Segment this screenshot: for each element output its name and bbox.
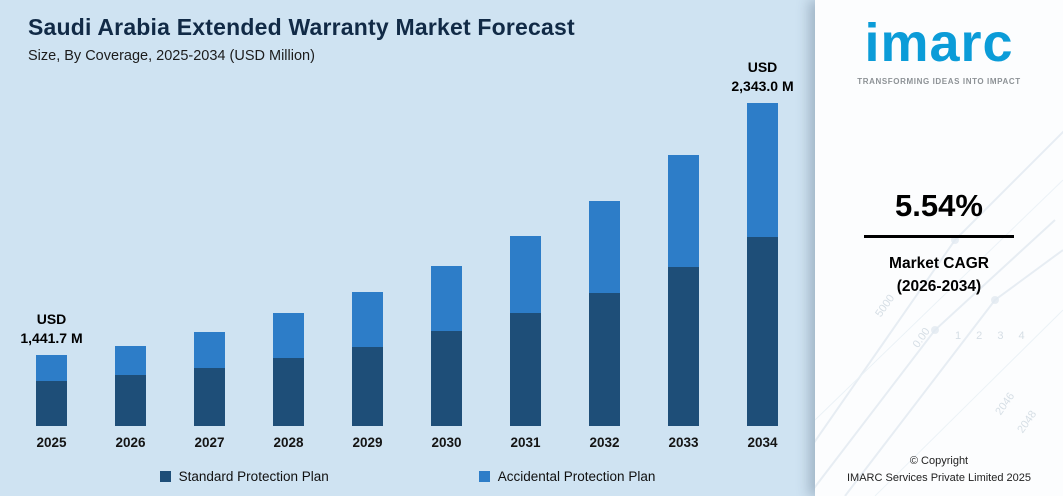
imarc-logo: imarc TRANSFORMING IDEAS INTO IMPACT [815, 16, 1063, 86]
standard-protection-segment [589, 293, 620, 426]
imarc-logo-tagline: TRANSFORMING IDEAS INTO IMPACT [857, 77, 1021, 86]
accidental-protection-segment [194, 332, 225, 368]
accidental-protection-segment [668, 155, 699, 267]
stacked-bar [352, 292, 383, 426]
stacked-bar [36, 355, 67, 426]
chart-title: Saudi Arabia Extended Warranty Market Fo… [28, 14, 575, 40]
stacked-bar [194, 332, 225, 426]
standard-protection-segment [510, 313, 541, 426]
copyright-line1: © Copyright [909, 455, 969, 467]
year-label: 2029 [352, 435, 383, 450]
standard-protection-segment [431, 331, 462, 426]
bar-column: USD 1,441.7 M 2025 [12, 310, 91, 450]
cagr-value: 5.54% [895, 188, 983, 223]
chart-legend: Standard Protection Plan Accidental Prot… [0, 469, 815, 484]
legend-item-accidental: Accidental Protection Plan [478, 469, 656, 484]
stacked-bar [589, 201, 620, 426]
year-label: 2032 [589, 435, 620, 450]
stacked-bar [510, 236, 541, 426]
imarc-logo-text: imarc [864, 13, 1014, 73]
standard-protection-segment [36, 381, 67, 426]
copyright-line2: IMARC Services Private Limited 2025 [846, 471, 1031, 484]
standard-protection-segment [115, 375, 146, 426]
cagr-block: 5.54% Market CAGR (2026-2034) [815, 188, 1063, 299]
cagr-label: Market CAGR (2026-2034) [815, 252, 1063, 299]
cagr-divider [864, 235, 1014, 238]
bar-column: 2026 [91, 346, 170, 450]
year-label: 2033 [668, 435, 699, 450]
standard-protection-segment [273, 358, 304, 426]
year-label: 2026 [115, 435, 146, 450]
accidental-protection-segment [352, 292, 383, 347]
bar-column: 2028 [249, 313, 328, 450]
standard-protection-segment [668, 267, 699, 426]
cagr-label-line1: Market CAGR [889, 255, 989, 272]
cagr-label-line2: (2026-2034) [896, 278, 982, 296]
copyright: © Copyright IMARC Services Private Limit… [815, 453, 1063, 486]
watermark-number: 2046 [993, 390, 1018, 418]
accidental-protection-segment [589, 201, 620, 293]
year-label: 2030 [431, 435, 462, 450]
accidental-protection-segment [115, 346, 146, 375]
accidental-protection-segment [36, 355, 67, 381]
info-panel: 5000 0.00 2046 2048 1 2 3 4 imarc TRANSF… [815, 0, 1063, 496]
standard-plan-swatch-icon [159, 471, 171, 482]
value-label: USD 2,343.0 M [731, 58, 794, 95]
bar-column: 2031 [486, 236, 565, 450]
bar-column: USD 2,343.0 M 2034 [723, 58, 802, 450]
bar-column: 2027 [170, 332, 249, 450]
bar-column: 2032 [565, 201, 644, 450]
year-label: 2027 [194, 435, 225, 450]
year-label: 2028 [273, 435, 304, 450]
watermark-number: 0.00 [910, 325, 933, 351]
watermark-number: 2048 [1015, 408, 1040, 436]
legend-item-standard: Standard Protection Plan [159, 469, 329, 484]
stacked-bar [273, 313, 304, 426]
accidental-protection-segment [747, 103, 778, 237]
standard-protection-segment [352, 347, 383, 426]
year-label: 2034 [747, 435, 778, 450]
standard-protection-segment [747, 237, 778, 426]
accidental-plan-swatch-icon [478, 471, 490, 482]
stacked-bar [431, 266, 462, 426]
bar-column: 2030 [407, 266, 486, 450]
year-label: 2031 [510, 435, 541, 450]
watermark-number: 1 2 3 4 [955, 330, 1031, 342]
accidental-protection-segment [510, 236, 541, 313]
stacked-bar [747, 103, 778, 426]
stacked-bar [668, 155, 699, 426]
legend-label: Standard Protection Plan [178, 469, 329, 484]
stacked-bar [115, 346, 146, 426]
title-block: Saudi Arabia Extended Warranty Market Fo… [28, 14, 575, 64]
bar-column: 2033 [644, 155, 723, 450]
standard-protection-segment [194, 368, 225, 426]
value-label: USD 1,441.7 M [20, 310, 83, 347]
legend-label: Accidental Protection Plan [497, 469, 656, 484]
accidental-protection-segment [273, 313, 304, 358]
bar-column: 2029 [328, 292, 407, 450]
chart-subtitle: Size, By Coverage, 2025-2034 (USD Millio… [28, 48, 315, 64]
year-label: 2025 [36, 435, 67, 450]
bar-chart: USD 1,441.7 M 2025 2026 2027 2028 2029 2030 2031… [12, 58, 802, 450]
accidental-protection-segment [431, 266, 462, 331]
chart-region: Saudi Arabia Extended Warranty Market Fo… [0, 14, 815, 484]
